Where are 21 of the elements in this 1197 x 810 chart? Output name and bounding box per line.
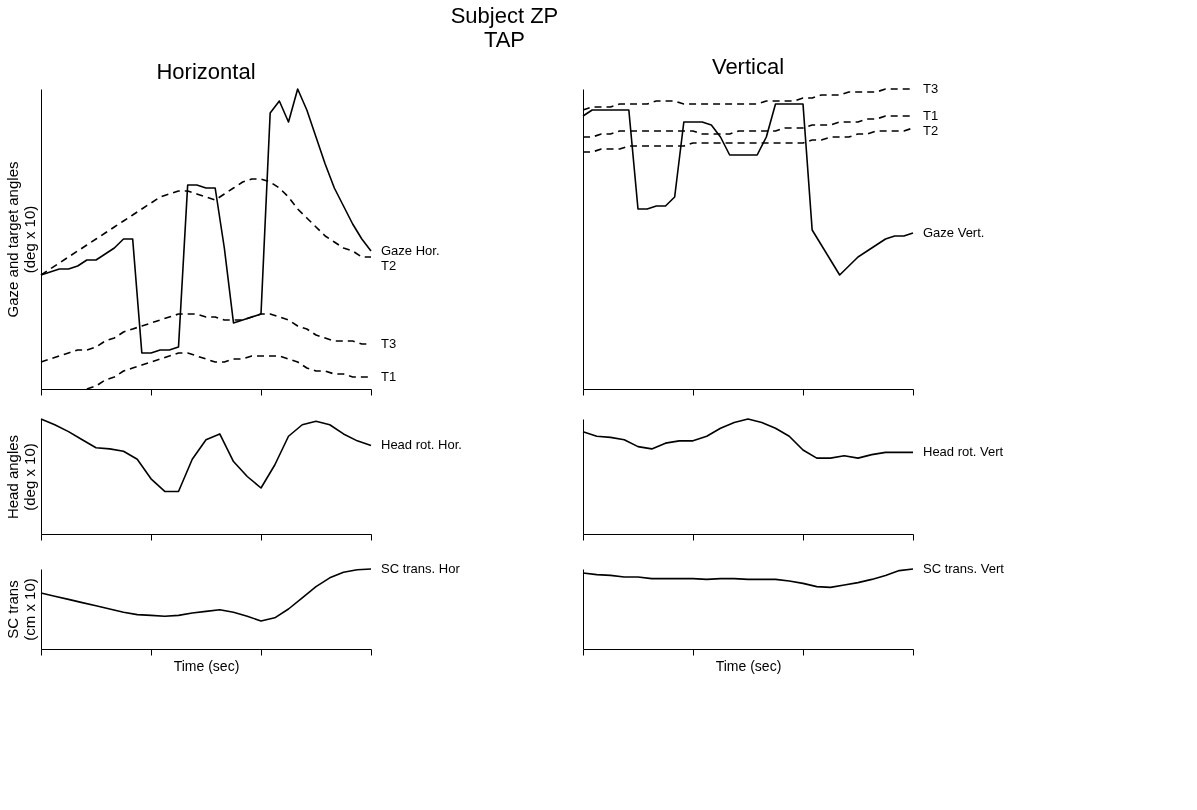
series-label: T2 bbox=[381, 258, 397, 273]
series-label: SC trans. Vert bbox=[923, 561, 1005, 576]
series-label: T3 bbox=[381, 336, 397, 351]
series-label: T1 bbox=[381, 369, 397, 384]
y-axis-title: Head angles (deg x 10) bbox=[3, 434, 38, 520]
chart-title: Horizontal bbox=[156, 59, 256, 85]
chart-title: Vertical bbox=[711, 54, 785, 79]
x-axis-title: Time (sec) bbox=[715, 658, 782, 674]
series-label: T1 bbox=[923, 108, 939, 123]
x-axis-title: Time (sec) bbox=[173, 658, 240, 674]
series-label: Gaze Vert. bbox=[923, 225, 985, 240]
series-label: T3 bbox=[923, 81, 939, 96]
series-label: T2 bbox=[923, 123, 939, 138]
y-axis-title: SC trans (cm x 10) bbox=[3, 578, 38, 641]
text: Subject ZP bbox=[450, 3, 559, 28]
text: TAP bbox=[483, 27, 526, 52]
series-label: SC trans. Hor bbox=[381, 561, 461, 576]
y-axis-title: Gaze and target angles (deg x 10) bbox=[3, 161, 38, 318]
series-label: Gaze Hor. bbox=[381, 243, 440, 258]
series-label: Head rot. Vert bbox=[923, 444, 1004, 460]
series-label: Head rot. Hor. bbox=[381, 437, 462, 453]
